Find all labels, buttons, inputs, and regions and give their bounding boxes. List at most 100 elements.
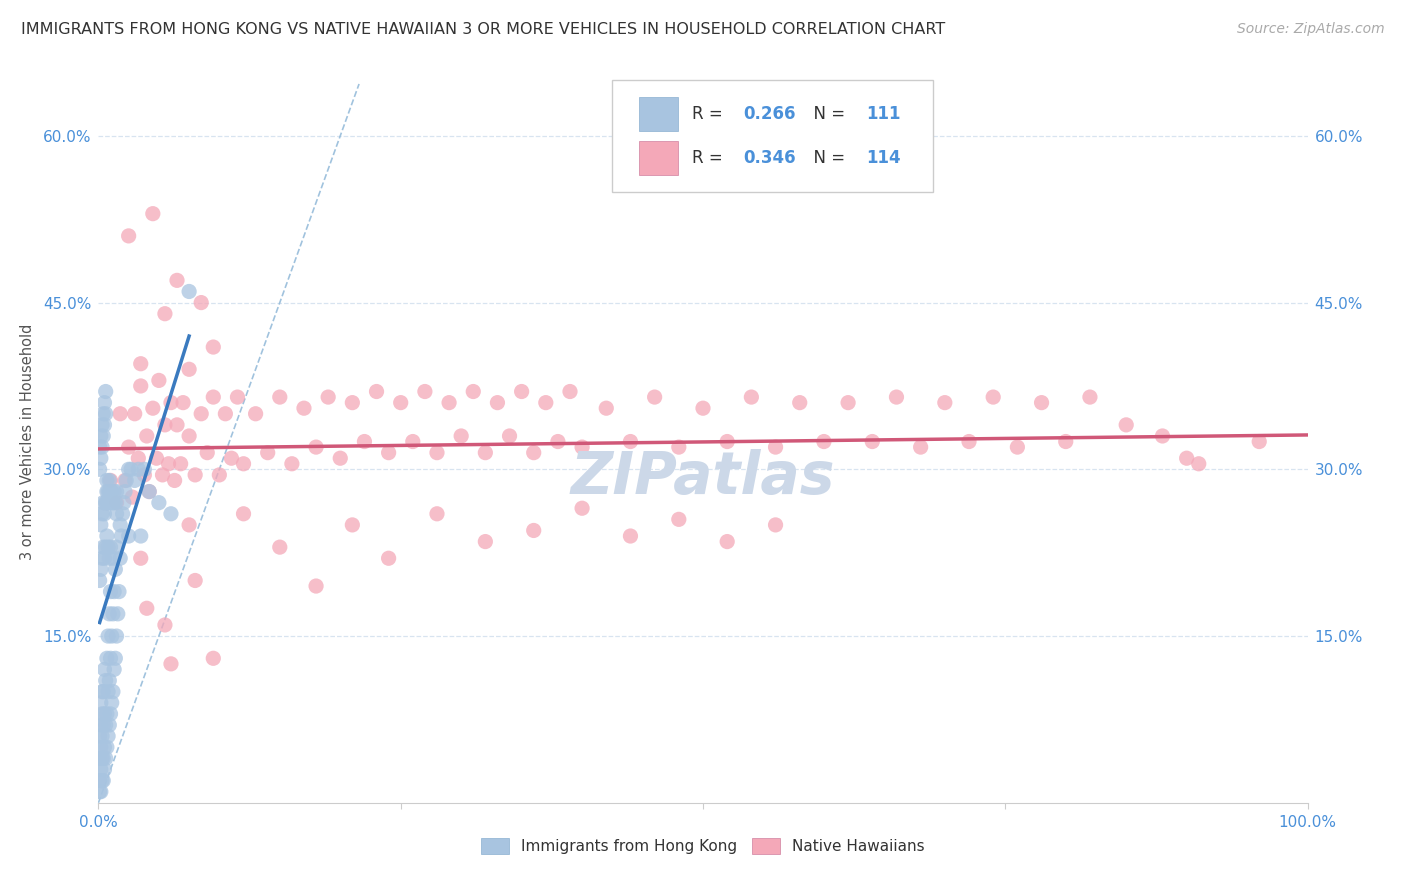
Point bbox=[765, 440, 787, 454]
Point bbox=[366, 384, 388, 399]
Point bbox=[166, 273, 188, 287]
Point bbox=[89, 574, 111, 588]
Point bbox=[134, 467, 156, 482]
Point bbox=[111, 507, 134, 521]
Point bbox=[668, 512, 690, 526]
Text: 111: 111 bbox=[866, 105, 901, 123]
Text: Source: ZipAtlas.com: Source: ZipAtlas.com bbox=[1237, 22, 1385, 37]
Point bbox=[94, 673, 117, 688]
Point bbox=[692, 401, 714, 416]
Point bbox=[342, 395, 364, 409]
Point bbox=[101, 551, 124, 566]
Point bbox=[127, 462, 149, 476]
Point bbox=[91, 540, 114, 554]
Point bbox=[179, 429, 201, 443]
Point bbox=[619, 434, 641, 449]
Point bbox=[118, 228, 141, 243]
Point bbox=[96, 496, 118, 510]
Text: 0.266: 0.266 bbox=[742, 105, 796, 123]
Point bbox=[120, 462, 142, 476]
Point bbox=[813, 434, 835, 449]
Point bbox=[98, 718, 121, 732]
Point bbox=[129, 551, 152, 566]
Point bbox=[716, 434, 738, 449]
Point bbox=[90, 740, 112, 755]
Point bbox=[523, 445, 546, 459]
Point bbox=[94, 540, 117, 554]
Point bbox=[129, 357, 152, 371]
Point bbox=[96, 474, 118, 488]
Point bbox=[138, 484, 160, 499]
Point bbox=[135, 429, 157, 443]
Point bbox=[269, 540, 291, 554]
Point bbox=[89, 462, 111, 476]
Text: 0.346: 0.346 bbox=[742, 149, 796, 167]
Point bbox=[160, 507, 183, 521]
Point bbox=[89, 785, 111, 799]
Point bbox=[145, 451, 167, 466]
Point bbox=[305, 579, 328, 593]
Point bbox=[103, 484, 125, 499]
Point bbox=[105, 484, 128, 499]
Y-axis label: 3 or more Vehicles in Household: 3 or more Vehicles in Household bbox=[20, 324, 35, 559]
Point bbox=[558, 384, 581, 399]
Point bbox=[90, 763, 112, 777]
Point bbox=[232, 507, 254, 521]
Point bbox=[595, 401, 617, 416]
Point bbox=[91, 751, 114, 765]
Point bbox=[91, 496, 114, 510]
Point bbox=[97, 629, 120, 643]
Point bbox=[94, 407, 117, 421]
Point bbox=[89, 729, 111, 743]
Point bbox=[91, 773, 114, 788]
Point bbox=[190, 295, 212, 310]
Point bbox=[91, 429, 114, 443]
Point bbox=[97, 540, 120, 554]
Point bbox=[93, 551, 115, 566]
Point bbox=[100, 540, 122, 554]
Point bbox=[91, 417, 114, 432]
Point bbox=[89, 773, 111, 788]
Bar bbox=[638, 141, 678, 176]
Point bbox=[172, 395, 194, 409]
Point bbox=[100, 496, 122, 510]
Point bbox=[316, 390, 339, 404]
Point bbox=[426, 507, 449, 521]
Point bbox=[157, 457, 180, 471]
Point bbox=[202, 390, 225, 404]
Point bbox=[98, 673, 121, 688]
Point bbox=[93, 706, 115, 721]
Point bbox=[142, 207, 165, 221]
Point bbox=[269, 390, 291, 404]
Point bbox=[96, 484, 118, 499]
Point bbox=[104, 651, 127, 665]
Point bbox=[523, 524, 546, 538]
FancyBboxPatch shape bbox=[613, 80, 932, 193]
Point bbox=[101, 607, 124, 621]
Point bbox=[89, 751, 111, 765]
Point bbox=[910, 440, 932, 454]
Point bbox=[98, 474, 121, 488]
Point bbox=[100, 484, 122, 499]
Point bbox=[105, 507, 128, 521]
Point bbox=[934, 395, 956, 409]
Point bbox=[789, 395, 811, 409]
Point bbox=[1188, 457, 1211, 471]
Point bbox=[184, 467, 207, 482]
Point bbox=[179, 285, 201, 299]
Point bbox=[108, 517, 131, 532]
Point bbox=[202, 340, 225, 354]
Point bbox=[153, 618, 176, 632]
Point bbox=[98, 551, 121, 566]
Point bbox=[163, 474, 186, 488]
Point bbox=[124, 407, 146, 421]
Point bbox=[93, 417, 115, 432]
Point bbox=[426, 445, 449, 459]
Point bbox=[100, 629, 122, 643]
Point bbox=[121, 490, 143, 504]
Point bbox=[644, 390, 666, 404]
Point bbox=[765, 517, 787, 532]
Point bbox=[105, 496, 128, 510]
Point bbox=[90, 718, 112, 732]
Point bbox=[153, 307, 176, 321]
